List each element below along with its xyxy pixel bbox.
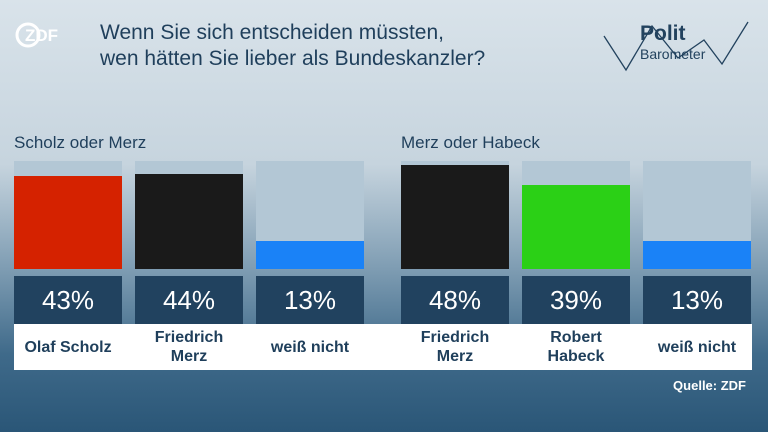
category-label: weiß nicht bbox=[657, 338, 737, 356]
source-label: Quelle: ZDF bbox=[673, 378, 746, 393]
zdf-logo-text: ZDF bbox=[25, 26, 58, 45]
group-title-2: Merz oder Habeck bbox=[401, 133, 540, 152]
bar bbox=[522, 184, 630, 269]
category-label: weiß nicht bbox=[270, 338, 350, 356]
zdf-logo: ZDF bbox=[15, 22, 58, 48]
brand-polit: Polit bbox=[640, 22, 686, 45]
bar-track bbox=[643, 161, 751, 269]
bar bbox=[256, 240, 364, 269]
politbarometer-logo-graphic bbox=[603, 21, 749, 72]
group-title-1: Scholz oder Merz bbox=[14, 133, 147, 152]
bar bbox=[14, 176, 122, 269]
bar-track bbox=[522, 161, 630, 269]
title-line-2: wen hätten Sie lieber als Bundeskanzler? bbox=[100, 47, 486, 70]
category-label: Friedrich Merz bbox=[420, 329, 490, 365]
bar-track bbox=[256, 161, 364, 269]
value-label: 43% bbox=[14, 276, 122, 324]
title-line-1: Wenn Sie sich entscheiden müssten, bbox=[100, 21, 444, 44]
bar bbox=[135, 173, 243, 269]
category-label: Friedrich Merz bbox=[154, 329, 224, 365]
value-label: 48% bbox=[401, 276, 509, 324]
chart-title: Wenn Sie sich entscheiden müssten, wen h… bbox=[100, 20, 570, 72]
value-label: 13% bbox=[643, 276, 751, 324]
value-label: 39% bbox=[522, 276, 630, 324]
value-label: 44% bbox=[135, 276, 243, 324]
category-label: Olaf Scholz bbox=[24, 338, 112, 356]
brand-barometer: Barometer bbox=[640, 46, 706, 62]
bar-track bbox=[401, 161, 509, 269]
category-label: Robert Habeck bbox=[547, 329, 605, 365]
bar-track bbox=[135, 161, 243, 269]
value-label: 13% bbox=[256, 276, 364, 324]
bar bbox=[401, 165, 509, 269]
label-strip bbox=[14, 324, 752, 370]
bar-track bbox=[14, 161, 122, 269]
bar bbox=[643, 240, 751, 269]
